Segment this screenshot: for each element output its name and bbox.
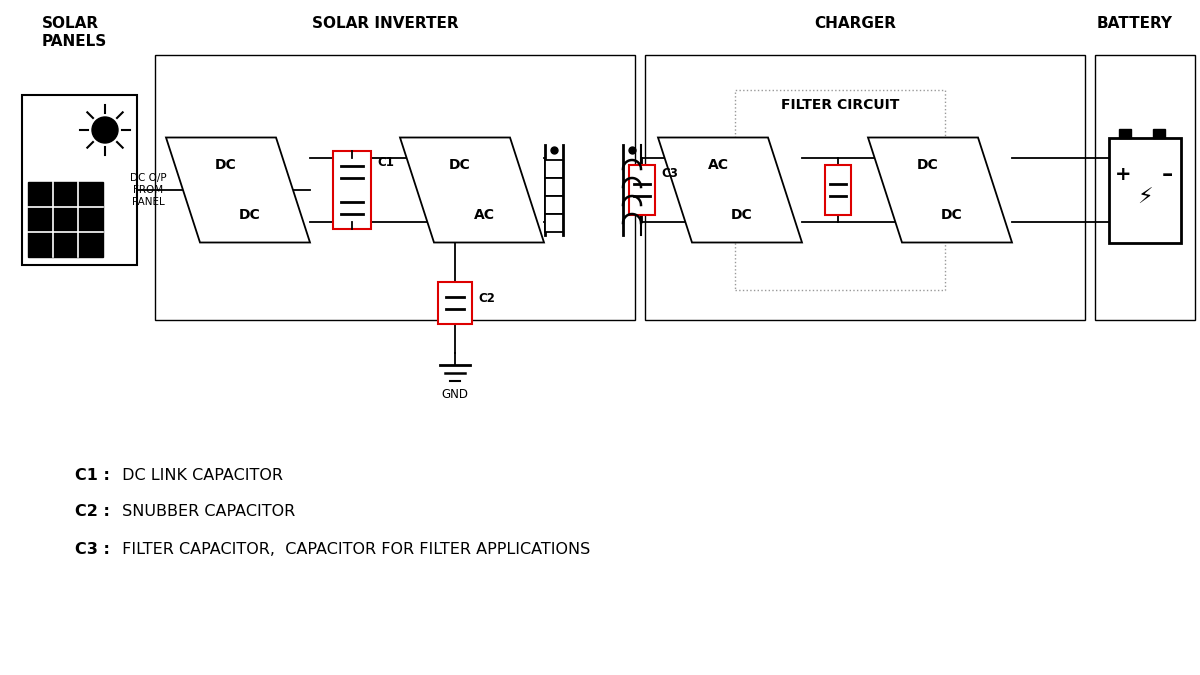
Bar (334, 151, 371, 229)
Circle shape (92, 117, 118, 143)
Text: –: – (1162, 165, 1172, 185)
Text: DC: DC (917, 158, 938, 172)
Text: PANELS: PANELS (42, 34, 107, 49)
Text: DC: DC (941, 208, 962, 222)
Text: SOLAR INVERTER: SOLAR INVERTER (312, 16, 458, 30)
Polygon shape (868, 138, 1012, 242)
Bar (545, 178, 563, 196)
Bar (438, 282, 472, 324)
Text: C2 :: C2 : (74, 504, 110, 520)
Bar (646, 55, 1085, 320)
Text: SNUBBER CAPACITOR: SNUBBER CAPACITOR (118, 504, 295, 520)
Text: BATTERY: BATTERY (1097, 16, 1174, 30)
Text: C1 :: C1 : (74, 468, 110, 483)
Text: SOLAR: SOLAR (42, 16, 100, 30)
Polygon shape (658, 138, 802, 242)
Text: DC: DC (449, 158, 470, 172)
Polygon shape (400, 138, 544, 242)
Text: DC LINK CAPACITOR: DC LINK CAPACITOR (118, 468, 283, 483)
Bar (1109, 138, 1181, 242)
Bar (22, 95, 137, 265)
Text: DC: DC (215, 158, 236, 172)
Text: AC: AC (474, 208, 494, 222)
Text: GND: GND (442, 389, 468, 402)
Text: FILTER CAPACITOR,  CAPACITOR FOR FILTER APPLICATIONS: FILTER CAPACITOR, CAPACITOR FOR FILTER A… (118, 541, 590, 556)
Bar (629, 165, 655, 215)
Text: C2: C2 (478, 292, 494, 304)
Bar (734, 90, 946, 290)
Text: DC O/P
FROM
PANEL: DC O/P FROM PANEL (130, 173, 167, 207)
Bar (545, 160, 563, 178)
Text: CHARGER: CHARGER (814, 16, 896, 30)
Text: C1: C1 (377, 156, 394, 169)
Text: +: + (1115, 165, 1132, 184)
Bar (545, 196, 563, 214)
Bar (826, 165, 851, 215)
Text: DC: DC (731, 208, 752, 222)
Polygon shape (166, 138, 310, 242)
Text: FILTER CIRCUIT: FILTER CIRCUIT (781, 98, 899, 112)
Text: AC: AC (708, 158, 728, 172)
Bar (545, 214, 563, 232)
Text: DC: DC (239, 208, 260, 222)
Bar (155, 55, 635, 320)
Bar (28, 182, 103, 257)
Text: C3: C3 (661, 167, 678, 180)
Bar (1096, 55, 1195, 320)
Bar (1120, 128, 1132, 138)
Bar (1153, 128, 1165, 138)
Text: ⚡: ⚡ (1138, 188, 1153, 208)
Text: C3 :: C3 : (74, 541, 110, 556)
